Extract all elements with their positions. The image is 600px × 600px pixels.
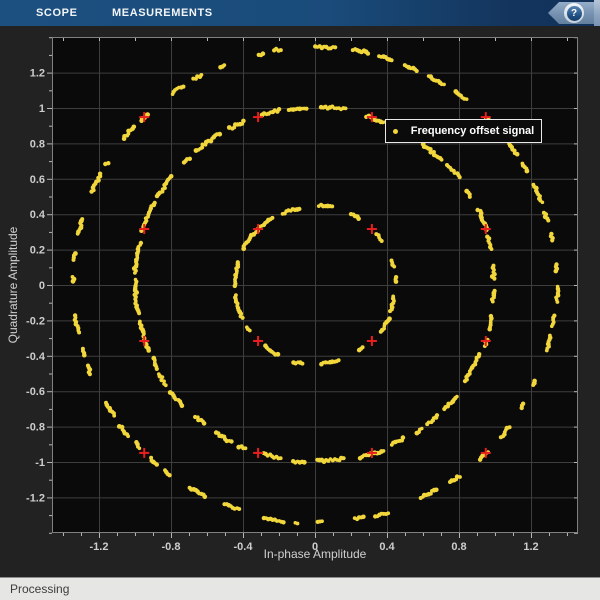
legend-marker-dot-icon (392, 128, 398, 134)
svg-text:0.4: 0.4 (30, 209, 46, 221)
svg-text:-0.8: -0.8 (26, 422, 45, 434)
svg-text:0.8: 0.8 (30, 138, 45, 150)
tab-scope[interactable]: SCOPE (36, 7, 78, 19)
svg-text:0.8: 0.8 (451, 541, 466, 553)
svg-text:0.2: 0.2 (30, 245, 45, 257)
x-axis-title: In-phase Amplitude (263, 547, 367, 561)
svg-text:-1.2: -1.2 (90, 541, 109, 553)
y-axis-title: Quadrature Amplitude (6, 226, 20, 344)
svg-text:-1: -1 (35, 457, 45, 469)
constellation-plot[interactable]: -1.2 -0.8 -0.4 0 0.4 0.8 1.2 -1.2 -1 -0.8 -0.6 -0.4… (0, 26, 600, 577)
axes-border (52, 37, 578, 533)
svg-text:-0.8: -0.8 (162, 541, 181, 553)
svg-text:-0.2: -0.2 (26, 315, 45, 327)
status-text: Processing (10, 582, 70, 596)
help-button[interactable]: ? (548, 2, 594, 24)
svg-text:1: 1 (39, 103, 45, 115)
svg-text:1.2: 1.2 (30, 68, 45, 80)
figure-area: -1.2 -0.8 -0.4 0 0.4 0.8 1.2 -1.2 -1 -0.8 -0.6 -0.4… (0, 26, 600, 577)
status-bar: Processing (0, 577, 600, 600)
svg-text:-0.6: -0.6 (26, 386, 45, 398)
svg-text:0: 0 (312, 541, 318, 553)
toolstrip-edge (594, 0, 600, 26)
signal-points (70, 44, 561, 526)
tab-measurements[interactable]: MEASUREMENTS (112, 7, 213, 19)
toolstrip: SCOPE MEASUREMENTS ? (0, 0, 600, 26)
svg-text:0.6: 0.6 (30, 174, 45, 186)
svg-text:0: 0 (39, 280, 45, 292)
svg-text:1.2: 1.2 (523, 541, 538, 553)
legend[interactable]: Frequency offset signal (385, 119, 542, 143)
svg-text:0.4: 0.4 (379, 541, 395, 553)
help-icon[interactable]: ? (564, 3, 584, 23)
svg-text:-0.4: -0.4 (234, 541, 254, 553)
svg-text:-0.4: -0.4 (26, 351, 46, 363)
svg-text:-1.2: -1.2 (26, 492, 45, 504)
legend-label: Frequency offset signal (410, 125, 535, 137)
tick-labels: -1.2 -0.8 -0.4 0 0.4 0.8 1.2 -1.2 -1 -0.8 -0.6 -0.4… (26, 68, 539, 553)
